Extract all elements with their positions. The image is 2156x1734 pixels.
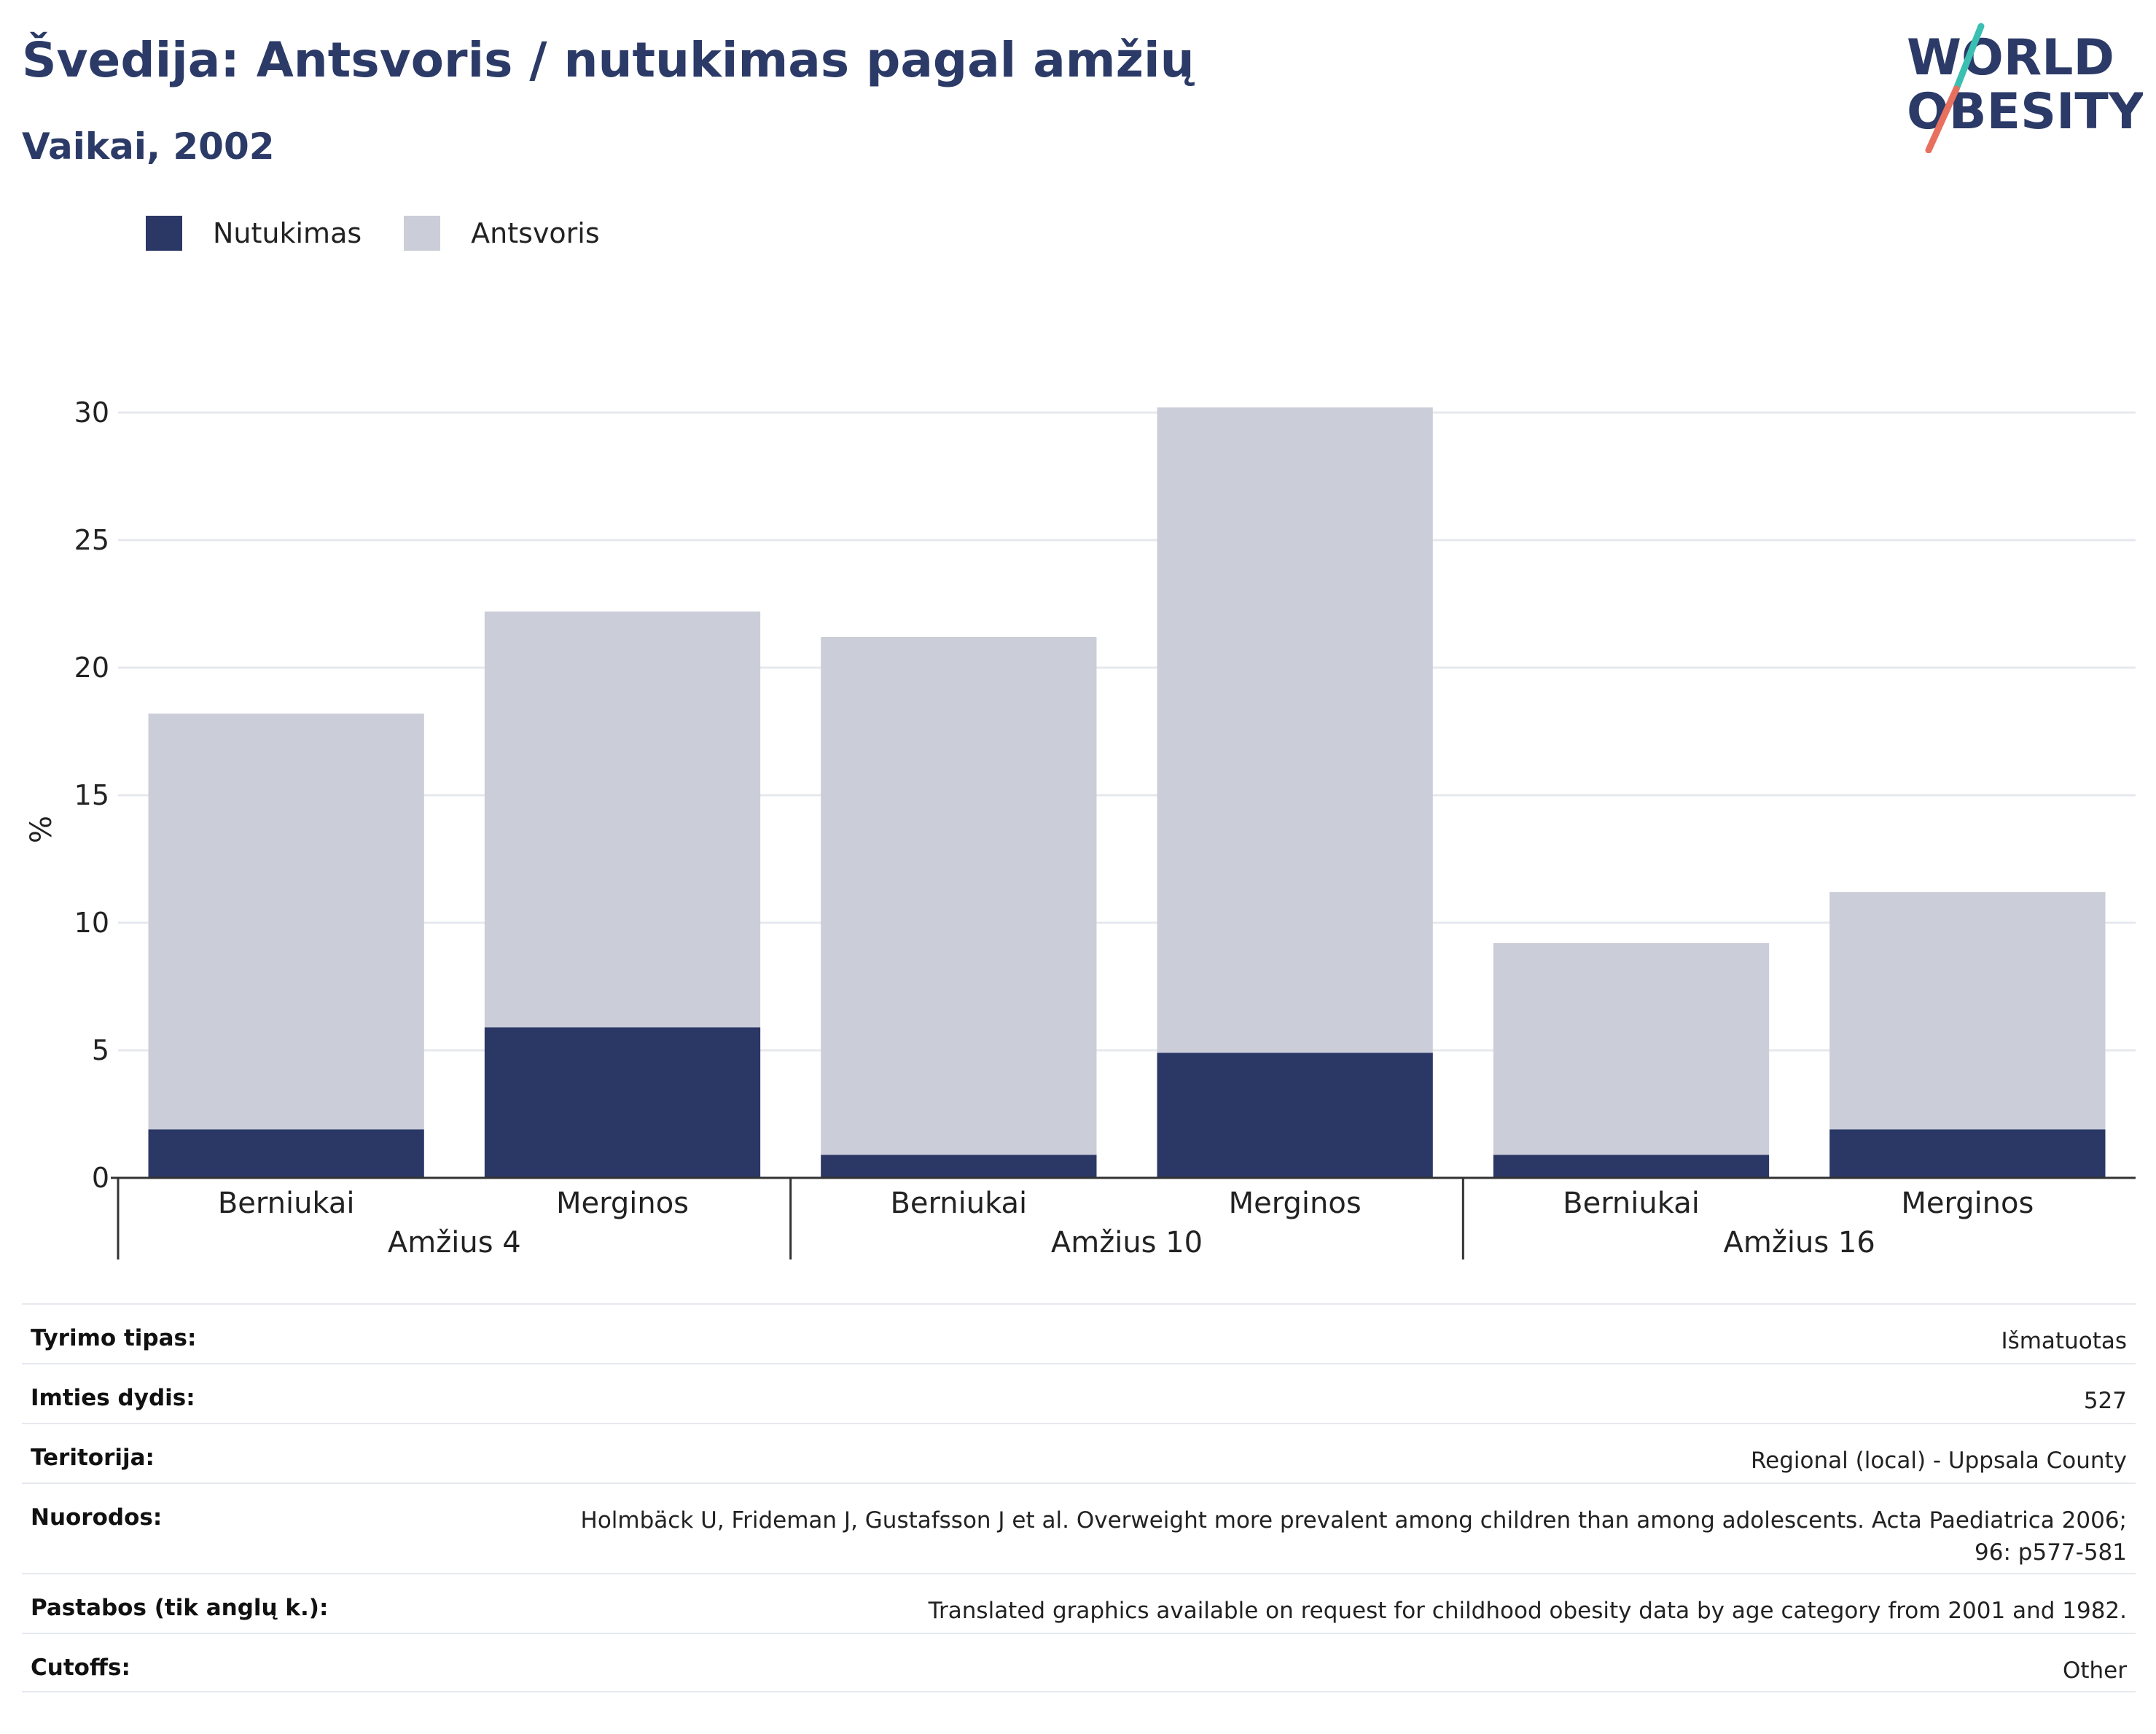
- info-label: Pastabos (tik anglų k.):: [31, 1595, 329, 1621]
- x-category-label: Berniukai: [1563, 1187, 1700, 1220]
- bar-overweight: [821, 637, 1097, 1155]
- info-value: 527: [2083, 1388, 2127, 1414]
- bar-obesity: [1829, 1129, 2106, 1178]
- info-row: Nuorodos: Holmbäck U, Frideman J, Gustafs…: [22, 1483, 2136, 1573]
- info-value: Translated graphics available on request…: [928, 1598, 2127, 1624]
- info-row: Imties dydis: 527: [22, 1363, 2136, 1423]
- x-category-label: Berniukai: [218, 1187, 355, 1220]
- world-obesity-logo: WORLD OBESITY: [1907, 23, 2143, 153]
- bar-overweight: [1493, 943, 1770, 1155]
- y-tick-label: 5: [92, 1034, 109, 1066]
- y-axis-label: %: [25, 816, 58, 843]
- x-group-label: Amžius 4: [388, 1226, 521, 1260]
- stacked-bar-chart: 0 5 10 15 20 25 30% Berniukai Merginos Amžius 4 Be…: [25, 397, 2136, 1260]
- x-group-label: Amžius 10: [1051, 1226, 1203, 1260]
- legend-item-overweight[interactable]: Antsvoris: [404, 216, 600, 251]
- legend-swatch-overweight: [404, 216, 441, 251]
- bar-overweight: [484, 612, 761, 1028]
- x-category-label: Merginos: [1901, 1187, 2034, 1220]
- info-label: Nuorodos:: [31, 1504, 163, 1531]
- x-group-label: Amžius 16: [1724, 1226, 1875, 1260]
- info-row: Cutoffs: Other: [22, 1633, 2136, 1692]
- legend-label-overweight: Antsvoris: [471, 217, 600, 249]
- info-row: Pastabos (tik anglų k.): Translated graph…: [22, 1573, 2136, 1633]
- legend-swatch-obesity: [146, 216, 182, 251]
- logo-line-2: OBESITY: [1907, 83, 2143, 141]
- bar-overweight: [148, 714, 424, 1130]
- info-value: Regional (local) - Uppsala County: [1751, 1448, 2127, 1474]
- study-info-table: Tyrimo tipas: Išmatuotas Imties dydis: 527 T…: [22, 1303, 2136, 1692]
- chart-title: Švedija: Antsvoris / nutukimas pagal amž…: [22, 32, 1195, 88]
- chart-legend: Nutukimas Antsvoris: [146, 216, 642, 251]
- logo-slash-top: [1953, 23, 1985, 93]
- bar-obesity: [821, 1155, 1097, 1178]
- bar-obesity: [484, 1027, 761, 1178]
- y-tick-label: 20: [74, 652, 109, 684]
- info-value: Other: [2062, 1657, 2127, 1684]
- legend-item-obesity[interactable]: Nutukimas: [146, 216, 362, 251]
- y-tick-label: 15: [74, 779, 109, 811]
- y-tick-label: 30: [74, 397, 109, 429]
- y-tick-label: 10: [74, 907, 109, 939]
- bar-obesity: [148, 1129, 424, 1178]
- legend-label-obesity: Nutukimas: [213, 217, 362, 249]
- info-row: Tyrimo tipas: Išmatuotas: [22, 1303, 2136, 1363]
- info-label: Tyrimo tipas:: [31, 1325, 197, 1351]
- bar-overweight: [1829, 892, 2106, 1130]
- x-category-label: Berniukai: [890, 1187, 1027, 1220]
- info-label: Cutoffs:: [31, 1655, 130, 1681]
- bar-obesity: [1157, 1052, 1433, 1178]
- info-row: Teritorija: Regional (local) - Uppsala Co…: [22, 1423, 2136, 1483]
- y-tick-label: 0: [92, 1162, 109, 1194]
- info-value: Holmbäck U, Frideman J, Gustafsson J et …: [580, 1507, 2127, 1566]
- x-category-label: Merginos: [1229, 1187, 1362, 1220]
- logo-line-1: WORLD: [1907, 29, 2114, 87]
- info-label: Imties dydis:: [31, 1385, 195, 1411]
- info-label: Teritorija:: [31, 1445, 155, 1471]
- y-tick-label: 25: [74, 524, 109, 556]
- chart-subtitle: Vaikai, 2002: [22, 125, 275, 168]
- info-value: Išmatuotas: [2001, 1328, 2127, 1354]
- logo-slash-bottom: [1925, 85, 1960, 153]
- bar-overweight: [1157, 407, 1433, 1053]
- bar-obesity: [1493, 1155, 1770, 1178]
- x-category-label: Merginos: [556, 1187, 689, 1220]
